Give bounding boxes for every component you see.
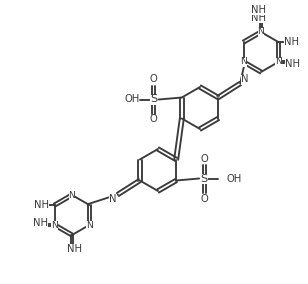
Text: N: N [241, 74, 249, 85]
Text: O: O [150, 74, 158, 85]
Text: S: S [201, 174, 208, 183]
Text: NH: NH [252, 5, 266, 15]
Text: O: O [200, 193, 208, 204]
Text: N: N [69, 191, 75, 199]
Text: NH: NH [34, 200, 49, 210]
Text: NH: NH [67, 244, 82, 254]
Text: NH: NH [285, 59, 300, 69]
Text: N: N [109, 193, 116, 204]
Text: NH: NH [284, 37, 299, 47]
Text: N: N [240, 57, 247, 66]
Text: OH: OH [124, 95, 140, 105]
Text: O: O [150, 114, 158, 124]
Text: N: N [275, 57, 282, 66]
Text: S: S [150, 95, 157, 105]
Text: O: O [200, 153, 208, 164]
Text: OH: OH [226, 174, 241, 183]
Text: N: N [257, 28, 265, 37]
Text: N: N [51, 220, 58, 229]
Text: NH: NH [33, 218, 48, 228]
Text: NH: NH [252, 13, 266, 23]
Text: N: N [86, 220, 93, 229]
